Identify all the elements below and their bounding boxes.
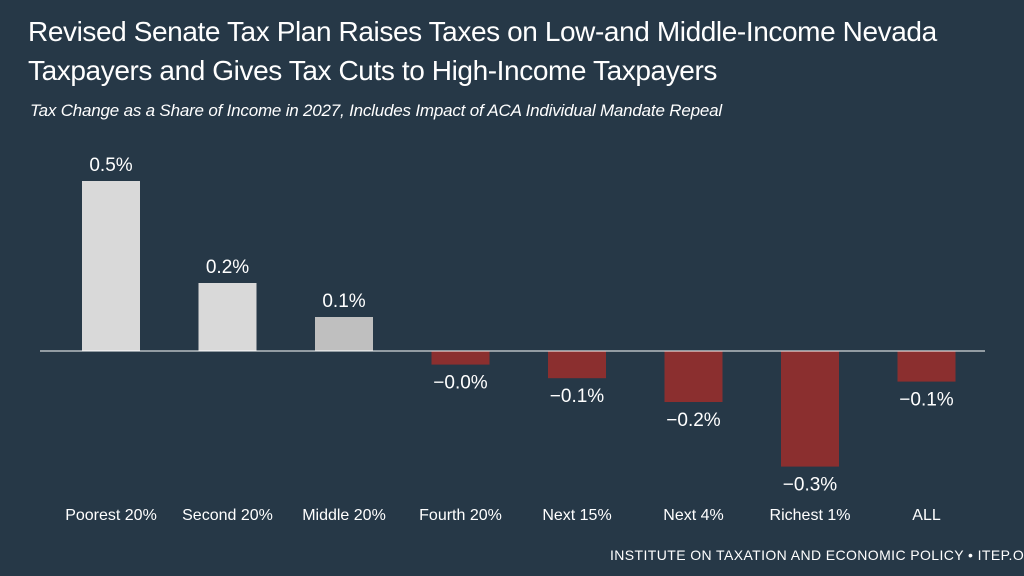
value-label: −0.0% <box>433 373 488 394</box>
chart-title-line-2: Taxpayers and Gives Tax Cuts to High-Inc… <box>28 55 717 86</box>
bar-poorest-20 <box>82 181 140 351</box>
value-label: −0.2% <box>666 410 721 431</box>
category-label: Middle 20% <box>302 507 386 524</box>
value-label: −0.1% <box>899 390 954 411</box>
category-label: Poorest 20% <box>65 507 157 524</box>
bar-all <box>897 351 956 382</box>
category-label: Second 20% <box>182 507 273 524</box>
value-label: 0.5% <box>89 155 132 176</box>
category-label: Richest 1% <box>770 507 851 524</box>
category-label: Next 15% <box>542 507 611 524</box>
value-label: 0.2% <box>206 257 249 278</box>
value-label: −0.3% <box>783 475 838 496</box>
bar-next-15 <box>548 351 606 379</box>
bar-next-4 <box>664 351 723 402</box>
bar-richest-1 <box>781 351 839 467</box>
bar-fourth-20 <box>431 351 490 365</box>
value-label: 0.1% <box>322 291 365 312</box>
bar-second-20 <box>198 283 257 351</box>
category-label: Fourth 20% <box>419 507 502 524</box>
chart-subtitle: Tax Change as a Share of Income in 2027,… <box>30 101 722 120</box>
value-label: −0.1% <box>550 386 605 407</box>
category-label: Next 4% <box>663 507 723 524</box>
source-footer: INSTITUTE ON TAXATION AND ECONOMIC POLIC… <box>610 547 1024 563</box>
category-label: ALL <box>912 507 941 524</box>
bar-middle-20 <box>315 317 373 351</box>
chart-title-line-1: Revised Senate Tax Plan Raises Taxes on … <box>28 16 937 47</box>
chart-title: Revised Senate Tax Plan Raises Taxes on … <box>28 12 937 90</box>
